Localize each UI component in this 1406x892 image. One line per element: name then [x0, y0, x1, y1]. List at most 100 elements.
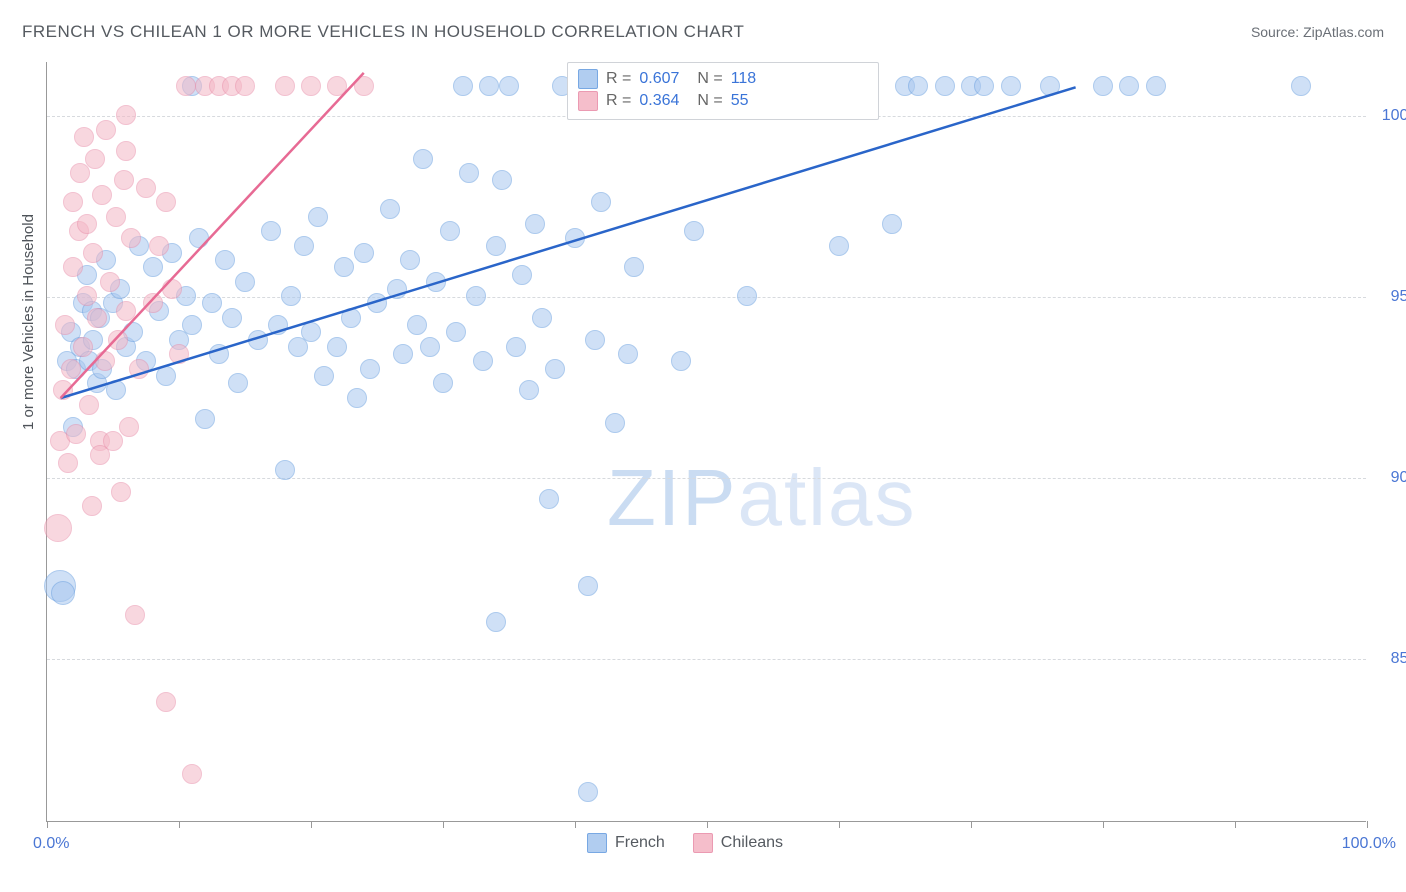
data-point-french [400, 250, 420, 270]
data-point-chileans [114, 170, 134, 190]
data-point-french [578, 782, 598, 802]
data-point-french [519, 380, 539, 400]
data-point-chileans [77, 214, 97, 234]
legend-item-french: French [587, 833, 665, 853]
n-label: N = [697, 92, 722, 110]
data-point-chileans [354, 76, 374, 96]
data-point-chileans [143, 293, 163, 313]
grid-line [47, 297, 1366, 298]
data-point-french [486, 236, 506, 256]
data-point-french [189, 228, 209, 248]
data-point-chileans [176, 76, 196, 96]
watermark-zip: ZIP [607, 453, 737, 542]
data-point-french [1093, 76, 1113, 96]
data-point-french [473, 351, 493, 371]
x-tick [1235, 821, 1236, 828]
data-point-chileans [77, 286, 97, 306]
watermark-atlas: atlas [737, 453, 916, 542]
data-point-chileans [83, 243, 103, 263]
source-label: Source: ZipAtlas.com [1251, 24, 1384, 40]
data-point-french [215, 250, 235, 270]
r-label: R = [606, 92, 631, 110]
data-point-chileans [116, 105, 136, 125]
data-point-chileans [106, 207, 126, 227]
data-point-chileans [53, 380, 73, 400]
scatter-plot: ZIPatlas R = 0.607 N = 118 R = 0.364 N =… [46, 62, 1366, 822]
data-point-french [737, 286, 757, 306]
y-tick-label: 100.0% [1376, 107, 1406, 125]
trend-lines [47, 62, 1366, 821]
data-point-french [261, 221, 281, 241]
data-point-french [268, 315, 288, 335]
data-point-french [209, 344, 229, 364]
data-point-chileans [275, 76, 295, 96]
data-point-chileans [108, 330, 128, 350]
data-point-chileans [156, 692, 176, 712]
data-point-french [314, 366, 334, 386]
data-point-french [565, 228, 585, 248]
data-point-french [51, 581, 75, 605]
x-tick [179, 821, 180, 828]
data-point-chileans [61, 359, 81, 379]
data-point-french [387, 279, 407, 299]
data-point-french [367, 293, 387, 313]
n-value-french: 118 [731, 70, 781, 88]
y-axis-label: 1 or more Vehicles in Household [20, 214, 37, 430]
grid-line [47, 659, 1366, 660]
legend-series: French Chileans [587, 833, 783, 853]
data-point-chileans [327, 76, 347, 96]
data-point-french [591, 192, 611, 212]
data-point-french [525, 214, 545, 234]
data-point-french [908, 76, 928, 96]
data-point-chileans [100, 272, 120, 292]
data-point-french [935, 76, 955, 96]
data-point-french [380, 199, 400, 219]
data-point-french [248, 330, 268, 350]
data-point-french [459, 163, 479, 183]
swatch-french [587, 833, 607, 853]
data-point-french [671, 351, 691, 371]
y-tick-label: 85.0% [1376, 650, 1406, 668]
x-tick-label-max: 100.0% [1342, 835, 1396, 853]
data-point-french [235, 272, 255, 292]
data-point-french [585, 330, 605, 350]
data-point-french [974, 76, 994, 96]
data-point-french [407, 315, 427, 335]
data-point-french [327, 337, 347, 357]
data-point-french [354, 243, 374, 263]
data-point-french [275, 460, 295, 480]
x-tick [1367, 821, 1368, 828]
data-point-chileans [66, 424, 86, 444]
data-point-french [453, 76, 473, 96]
data-point-french [360, 359, 380, 379]
data-point-french [446, 322, 466, 342]
n-value-chilean: 55 [731, 92, 781, 110]
data-point-chileans [74, 127, 94, 147]
data-point-french [195, 409, 215, 429]
data-point-french [486, 612, 506, 632]
legend-label-french: French [615, 834, 665, 852]
y-tick-label: 90.0% [1376, 469, 1406, 487]
data-point-chileans [79, 395, 99, 415]
data-point-french [1040, 76, 1060, 96]
x-tick [311, 821, 312, 828]
data-point-french [393, 344, 413, 364]
data-point-chileans [182, 764, 202, 784]
data-point-chileans [96, 120, 116, 140]
data-point-chileans [116, 301, 136, 321]
y-tick-label: 95.0% [1376, 288, 1406, 306]
data-point-french [294, 236, 314, 256]
x-tick [443, 821, 444, 828]
legend-item-chilean: Chileans [693, 833, 783, 853]
x-tick [707, 821, 708, 828]
data-point-chileans [125, 605, 145, 625]
legend-stats-row-french: R = 0.607 N = 118 [578, 69, 868, 89]
swatch-french [578, 69, 598, 89]
legend-label-chilean: Chileans [721, 834, 783, 852]
data-point-chileans [95, 351, 115, 371]
data-point-chileans [44, 514, 72, 542]
data-point-french [347, 388, 367, 408]
data-point-chileans [169, 344, 189, 364]
data-point-french [308, 207, 328, 227]
data-point-chileans [149, 236, 169, 256]
